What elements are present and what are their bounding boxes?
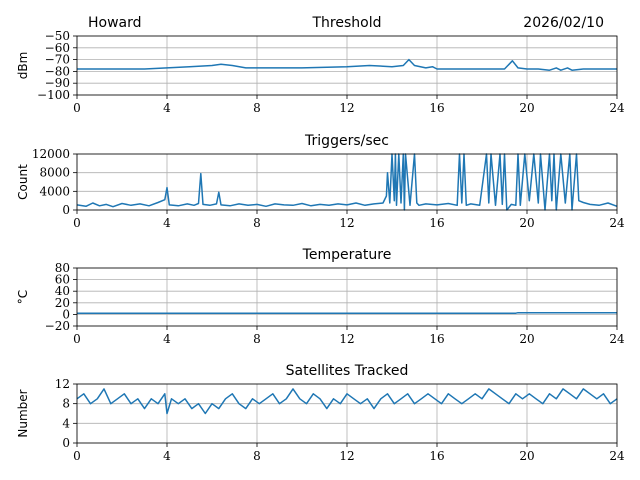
chart-3-x-tick-label: 20 xyxy=(519,332,534,346)
chart-1-x-tick-label: 4 xyxy=(163,101,171,115)
chart-1-title: Threshold xyxy=(312,15,382,31)
chart-2-x-tick-label: 16 xyxy=(429,216,444,230)
chart-1-y-tick-label: −60 xyxy=(45,41,70,55)
chart-2-y-tick-label: 8000 xyxy=(39,166,70,180)
chart-4-x-tick-label: 24 xyxy=(609,449,625,463)
chart-3-y-tick-label: 60 xyxy=(55,273,70,287)
chart-3-x-tick-label: 4 xyxy=(163,332,171,346)
chart-2-series-line xyxy=(76,153,618,211)
chart-2-x-tick-label: 0 xyxy=(73,216,81,230)
chart-1-y-axis-label: dBm xyxy=(16,52,30,80)
chart-3-y-tick-label: 40 xyxy=(55,284,70,298)
chart-4-y-tick-label: 4 xyxy=(62,416,70,430)
chart-1-y-tick-label: −100 xyxy=(37,88,70,102)
chart-4-x-tick-label: 20 xyxy=(519,449,534,463)
chart-3-title: Temperature xyxy=(302,247,392,263)
chart-1-series-line xyxy=(77,58,617,71)
chart-4-y-tick-label: 12 xyxy=(55,377,70,391)
chart-3-x-tick-label: 16 xyxy=(429,332,444,346)
chart-3-x-tick-label: 0 xyxy=(73,332,81,346)
chart-3-x-tick-label: 12 xyxy=(339,332,354,346)
chart-1-y-tick-label: −50 xyxy=(45,29,70,43)
chart-3-y-tick-label: −20 xyxy=(45,319,70,333)
chart-4-x-tick-label: 16 xyxy=(429,449,444,463)
chart-4-title: Satellites Tracked xyxy=(286,363,409,379)
chart-1-x-tick-label: 24 xyxy=(609,101,625,115)
chart-1-x-tick-label: 16 xyxy=(429,101,444,115)
chart-2-y-tick-label: 12000 xyxy=(32,147,70,161)
chart-4-x-tick-label: 12 xyxy=(339,449,354,463)
chart-4-y-tick-label: 8 xyxy=(62,397,70,411)
chart-1-x-tick-label: 8 xyxy=(253,101,261,115)
chart-2-title: Triggers/sec xyxy=(304,133,389,149)
chart-1-y-tick-label: −90 xyxy=(45,76,70,90)
chart-3-x-tick-label: 8 xyxy=(253,332,261,346)
chart-3-y-tick-label: 20 xyxy=(55,296,70,310)
chart-1-x-tick-label: 12 xyxy=(339,101,354,115)
chart-1-x-tick-label: 0 xyxy=(73,101,81,115)
chart-3-y-axis-label: °C xyxy=(16,290,30,304)
chart-4-y-axis-label: Number xyxy=(16,389,30,437)
chart-3-y-tick-label: 0 xyxy=(62,307,70,321)
chart-1-y-tick-label: −80 xyxy=(45,64,70,78)
chart-3-y-tick-label: 80 xyxy=(55,261,70,275)
chart-4-y-tick-label: 0 xyxy=(62,436,70,450)
station-name: Howard xyxy=(88,15,142,31)
chart-1-y-tick-label: −70 xyxy=(45,53,70,67)
chart-2-x-tick-label: 4 xyxy=(163,216,171,230)
chart-3-series-line xyxy=(77,311,617,314)
chart-2-x-tick-label: 20 xyxy=(519,216,534,230)
report-date: 2026/02/10 xyxy=(523,15,604,31)
chart-2-y-tick-label: 0 xyxy=(62,203,70,217)
chart-2-y-axis-label: Count xyxy=(16,164,30,200)
chart-4-x-tick-label: 8 xyxy=(253,449,261,463)
chart-2-x-tick-label: 24 xyxy=(609,216,625,230)
chart-4-x-tick-label: 0 xyxy=(73,449,81,463)
chart-2-y-tick-label: 4000 xyxy=(39,184,70,198)
chart-4-series-line xyxy=(76,388,618,415)
chart-4-x-tick-label: 4 xyxy=(163,449,171,463)
chart-2-x-tick-label: 12 xyxy=(339,216,354,230)
chart-3-x-tick-label: 24 xyxy=(609,332,625,346)
chart-1-x-tick-label: 20 xyxy=(519,101,534,115)
chart-2-x-tick-label: 8 xyxy=(253,216,261,230)
